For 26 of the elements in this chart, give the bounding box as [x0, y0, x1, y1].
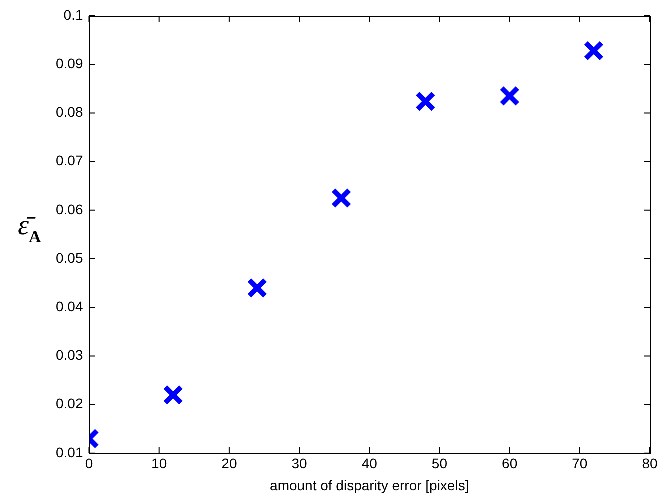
y-tick-label: 0.06	[56, 201, 84, 218]
y-tick-label: 0.1	[64, 6, 84, 23]
y-tick-label: 0.02	[56, 396, 84, 412]
x-tick-label: 10	[152, 456, 168, 472]
y-tick-label: 0.08	[56, 104, 84, 120]
y-tick-label: 0.03	[56, 347, 84, 364]
point	[584, 40, 604, 62]
y-tick-label: 0.04	[56, 298, 84, 314]
y-tick-label: 0.01	[56, 444, 84, 460]
point	[415, 91, 436, 112]
x-tick-label: 80	[642, 456, 658, 472]
x-tick-label: 60	[502, 456, 518, 472]
point	[331, 188, 352, 209]
x-tick-label: 30	[292, 456, 308, 472]
x-axis-title: amount of disparity error [pixels]	[270, 477, 470, 494]
point	[500, 86, 520, 106]
point	[247, 278, 268, 298]
x-tick-label: 50	[432, 456, 448, 472]
x-tick-label: 40	[362, 456, 378, 472]
x-tick-label: 20	[222, 456, 238, 472]
y-tick-label: 0.07	[56, 152, 84, 169]
y-tick-label: 0.09	[56, 55, 84, 72]
point	[163, 384, 184, 406]
x-tick-label: 70	[572, 456, 588, 472]
x-tick-label: 0	[85, 456, 94, 472]
y-tick-label: 0.05	[56, 250, 84, 266]
